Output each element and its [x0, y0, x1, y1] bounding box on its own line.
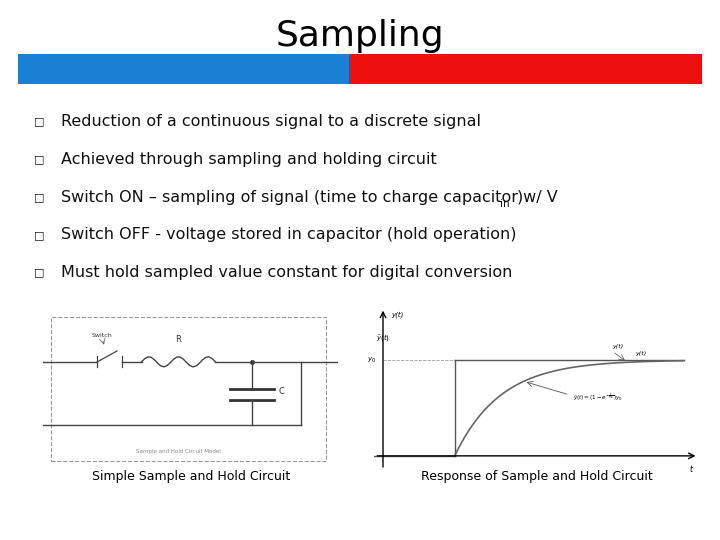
Text: Switch ON – sampling of signal (time to charge capacitor w/ V: Switch ON – sampling of signal (time to …	[61, 190, 558, 205]
Text: y(t): y(t)	[613, 344, 624, 349]
Text: R: R	[176, 335, 181, 344]
Text: Switch: Switch	[92, 333, 112, 338]
Text: y(t): y(t)	[636, 351, 647, 356]
Text: Reduction of a continuous signal to a discrete signal: Reduction of a continuous signal to a di…	[61, 114, 481, 129]
Text: Response of Sample and Hold Circuit: Response of Sample and Hold Circuit	[420, 470, 652, 483]
Text: Achieved through sampling and holding circuit: Achieved through sampling and holding ci…	[61, 152, 437, 167]
Text: □: □	[35, 230, 45, 240]
Text: C: C	[279, 387, 284, 396]
Text: Switch OFF - voltage stored in capacitor (hold operation): Switch OFF - voltage stored in capacitor…	[61, 227, 517, 242]
Text: ): )	[516, 190, 523, 205]
Text: Sample and Hold Circuit Model: Sample and Hold Circuit Model	[136, 449, 221, 454]
Text: □: □	[35, 192, 45, 202]
Text: $\bar{y}(t)=(1-e^{-\frac{t}{RC}})y_0$: $\bar{y}(t)=(1-e^{-\frac{t}{RC}})y_0$	[573, 392, 623, 404]
Text: □: □	[35, 154, 45, 164]
Text: □: □	[35, 117, 45, 126]
Text: Simple Sample and Hold Circuit: Simple Sample and Hold Circuit	[91, 470, 290, 483]
Text: Must hold sampled value constant for digital conversion: Must hold sampled value constant for dig…	[61, 265, 513, 280]
Text: y(t): y(t)	[392, 311, 404, 318]
Bar	[18, 54, 349, 84]
Text: Sampling: Sampling	[276, 19, 444, 53]
Bar	[349, 54, 702, 84]
Text: in: in	[500, 199, 510, 208]
Text: □: □	[35, 268, 45, 278]
Text: $y_0$: $y_0$	[366, 355, 376, 364]
Text: t: t	[690, 464, 693, 474]
Bar	[50, 317, 326, 461]
Text: $\bar{y}(t)$: $\bar{y}(t)$	[376, 332, 390, 343]
